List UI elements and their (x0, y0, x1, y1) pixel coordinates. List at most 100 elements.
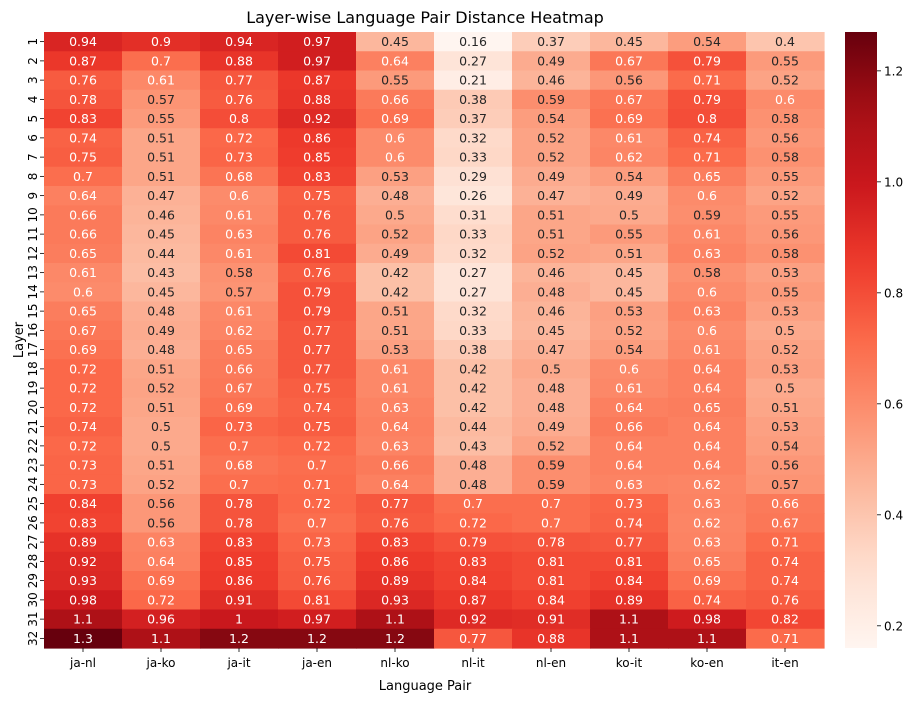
heatmap-cell (278, 128, 357, 149)
cell-label: 0.29 (459, 169, 487, 184)
heatmap-cell (200, 397, 279, 418)
cell-label: 0.61 (147, 73, 175, 88)
cell-label: 0.87 (69, 53, 97, 68)
cell-label: 0.64 (381, 419, 409, 434)
cell-label: 0.6 (73, 284, 93, 299)
cell-label: 0.92 (303, 111, 331, 126)
heatmap-cell (356, 551, 435, 572)
cell-label: 0.7 (541, 496, 561, 511)
cell-label: 0.7 (151, 53, 171, 68)
y-tick-label: 26 (26, 515, 40, 530)
cell-label: 0.6 (697, 284, 717, 299)
heatmap-cell (356, 417, 435, 437)
cell-label: 0.65 (693, 554, 721, 569)
heatmap-cell (44, 263, 123, 283)
heatmap-cell (668, 166, 747, 187)
cell-label: 0.27 (459, 265, 487, 280)
heatmap-cell (746, 494, 825, 514)
heatmap-cell (200, 186, 279, 206)
cell-label: 0.79 (693, 92, 721, 107)
cell-label: 0.72 (69, 438, 97, 453)
cell-label: 1.1 (151, 631, 171, 646)
cell-label: 0.81 (615, 554, 643, 569)
cell-label: 0.61 (381, 361, 409, 376)
heatmap-cell (122, 282, 201, 303)
cell-label: 0.45 (147, 284, 175, 299)
heatmap-cell (746, 340, 825, 360)
cell-label: 0.91 (225, 592, 253, 607)
heatmap-cell (512, 417, 591, 437)
cell-label: 0.46 (537, 304, 565, 319)
cell-label: 0.27 (459, 284, 487, 299)
heatmap-cell (668, 474, 747, 495)
heatmap-cell (44, 378, 123, 399)
cell-label: 0.64 (693, 419, 721, 434)
cell-label: 0.62 (693, 477, 721, 492)
cell-label: 0.33 (459, 323, 487, 338)
cell-label: 0.74 (69, 419, 97, 434)
cell-label: 0.85 (225, 554, 253, 569)
heatmap-cell (512, 551, 591, 572)
cell-label: 0.74 (771, 573, 799, 588)
heatmap-cell (44, 397, 123, 418)
heatmap-cell (200, 532, 279, 553)
heatmap-cell (200, 590, 279, 611)
heatmap-cell (122, 532, 201, 553)
cell-label: 0.55 (771, 169, 799, 184)
heatmap-cell (512, 166, 591, 187)
cell-label: 0.53 (615, 304, 643, 319)
heatmap-cell (434, 609, 513, 630)
cell-label: 0.92 (69, 554, 97, 569)
colorbar-ticks: 0.2 0.4 0.6 0.8 1.0 1.2 (877, 64, 903, 633)
heatmap-cell (278, 166, 357, 187)
y-tick-label: 2 (26, 57, 40, 65)
x-tick-label: nl-it (461, 656, 485, 670)
cell-label: 0.7 (541, 515, 561, 530)
heatmap-cell (668, 455, 747, 476)
heatmap-cell (356, 301, 435, 322)
heatmap-cell (44, 301, 123, 322)
cell-label: 0.56 (147, 515, 175, 530)
heatmap-cell (668, 70, 747, 91)
cell-label: 0.86 (303, 130, 331, 145)
x-axis-label: Language Pair (379, 679, 472, 694)
cell-label: 0.82 (771, 612, 799, 627)
cell-label: 1.1 (385, 612, 405, 627)
cell-label: 0.63 (693, 246, 721, 261)
cell-label: 0.62 (615, 150, 643, 165)
heatmap-cell (44, 532, 123, 553)
cell-label: 0.77 (225, 73, 253, 88)
heatmap-cell (278, 474, 357, 495)
heatmap-cell (746, 609, 825, 630)
heatmap-cell (746, 109, 825, 129)
heatmap-cell (122, 378, 201, 399)
heatmap-cell (512, 532, 591, 553)
cell-label: 0.71 (771, 535, 799, 550)
y-tick-label: 21 (26, 419, 40, 434)
heatmap-cell (512, 609, 591, 630)
heatmap-cell (122, 243, 201, 264)
heatmap-cell (122, 32, 201, 52)
cell-label: 0.66 (225, 361, 253, 376)
cell-label: 0.53 (771, 419, 799, 434)
heatmap-cell (122, 571, 201, 591)
cell-label: 0.33 (459, 227, 487, 242)
cell-label: 0.85 (303, 150, 331, 165)
cell-label: 0.47 (537, 188, 565, 203)
heatmap-cell (746, 32, 825, 52)
heatmap-cell (668, 128, 747, 149)
cell-label: 0.51 (147, 361, 175, 376)
heatmap-cell (200, 340, 279, 360)
cell-label: 0.97 (303, 612, 331, 627)
heatmap-cell (356, 263, 435, 283)
heatmap-cell (200, 455, 279, 476)
heatmap-cell (122, 551, 201, 572)
heatmap-cell (356, 166, 435, 187)
cell-label: 0.77 (381, 496, 409, 511)
cell-label: 0.54 (615, 169, 643, 184)
heatmap-cell (590, 320, 669, 341)
heatmap-cell (668, 320, 747, 341)
cell-label: 0.67 (615, 53, 643, 68)
cell-label: 0.72 (69, 400, 97, 415)
heatmap-cell (512, 243, 591, 264)
